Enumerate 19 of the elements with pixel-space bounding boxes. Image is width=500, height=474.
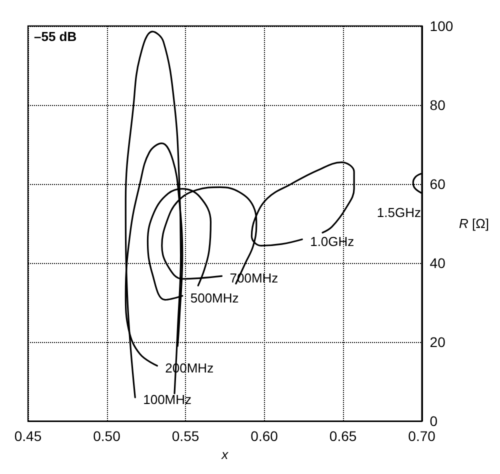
series-label: 500MHz xyxy=(190,290,239,306)
y-tick-label: 80 xyxy=(430,97,446,114)
x-tick-label: 0.60 xyxy=(250,428,278,444)
annotation: –55 dB xyxy=(34,29,77,44)
x-axis-title: x xyxy=(220,447,229,462)
x-tick-label: 0.65 xyxy=(329,428,357,444)
y-tick-label: 0 xyxy=(430,413,438,430)
series-label: 100MHz xyxy=(143,392,192,407)
y-tick-label: 60 xyxy=(430,176,446,192)
y-tick-label: 20 xyxy=(430,334,446,350)
y-tick-label: 40 xyxy=(430,255,446,272)
y-tick-label: 100 xyxy=(430,18,454,34)
series-label: 1.0GHz xyxy=(310,234,354,249)
x-tick-label: 0.70 xyxy=(408,428,436,444)
x-tick-label: 0.55 xyxy=(172,428,200,444)
series-label: 1.5GHz xyxy=(376,205,422,220)
x-tick-label: 0.50 xyxy=(93,428,121,444)
y-axis-title: R [Ω] xyxy=(459,216,490,232)
x-tick-label: 0.45 xyxy=(14,428,42,444)
